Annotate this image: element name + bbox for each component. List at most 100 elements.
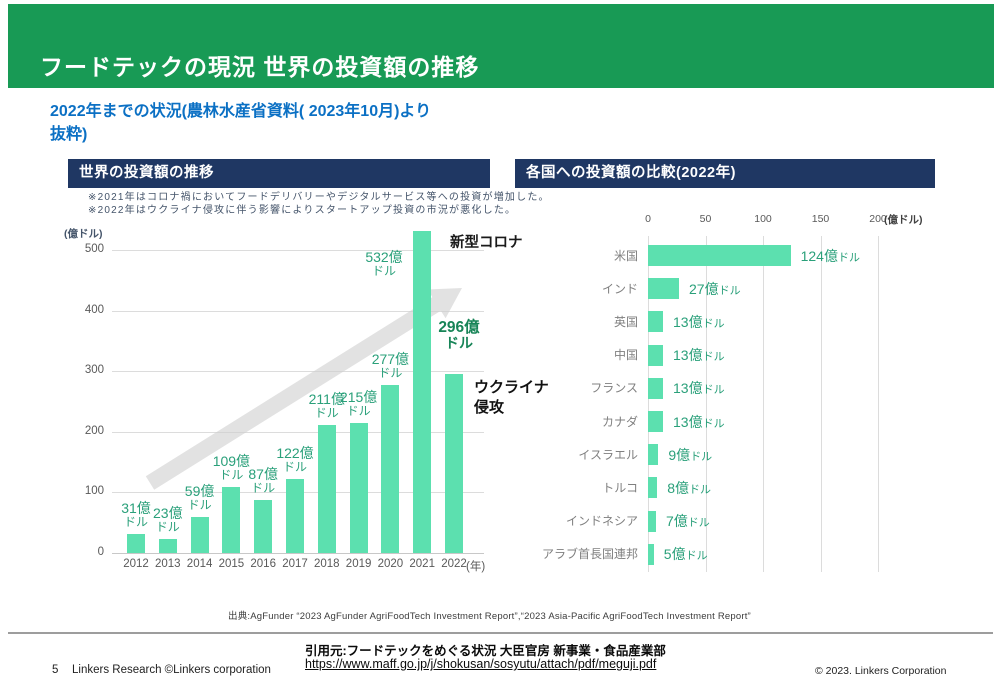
value-label-number: 59億 bbox=[184, 483, 215, 500]
gridline bbox=[112, 431, 484, 433]
bar-トルコ bbox=[648, 477, 658, 499]
gridline bbox=[112, 250, 484, 251]
x-axis-tick-2020: 2020 bbox=[377, 558, 404, 570]
x-axis-tick-2016: 2016 bbox=[250, 558, 276, 570]
value-label-unit: ドル bbox=[718, 284, 741, 297]
gridline bbox=[112, 371, 484, 373]
ukraine-annotation: ウクライナ 侵攻 bbox=[474, 378, 549, 418]
ukraine-annotation-line-2: 侵攻 bbox=[474, 399, 505, 416]
value-label-2015: 109億 ドル bbox=[199, 452, 263, 482]
gridline bbox=[763, 236, 764, 572]
value-label-number: 5億 bbox=[663, 546, 686, 563]
y-axis-tick: 400 bbox=[84, 303, 104, 316]
value-label-number: 13億 bbox=[673, 347, 703, 364]
value-label-number: 27億 bbox=[689, 280, 719, 297]
value-label-number: 109億 bbox=[212, 452, 251, 469]
x-axis-tick-2019: 2019 bbox=[345, 558, 372, 570]
value-label-number: 211億 bbox=[308, 391, 345, 408]
value-label-number: 122億 bbox=[276, 445, 314, 462]
value-label-2018: 211億 ドル bbox=[295, 392, 359, 420]
value-label-2022-number: 296億 bbox=[438, 319, 480, 336]
value-label-unit: ドル bbox=[690, 450, 713, 463]
citation-url-link[interactable]: https://www.maff.go.jp/j/shokusan/sosyut… bbox=[305, 657, 657, 671]
y-axis-tick: 200 bbox=[84, 424, 104, 437]
gridline bbox=[705, 236, 707, 572]
bar-2014 bbox=[190, 517, 209, 553]
value-label-number: 13億 bbox=[673, 313, 703, 330]
gridline bbox=[820, 236, 822, 572]
x-axis-tick-2021: 2021 bbox=[409, 558, 435, 570]
value-label-unit: ドル bbox=[155, 520, 180, 535]
value-label-2016: 87億 ドル bbox=[231, 467, 295, 495]
value-label-unit: ドル bbox=[685, 550, 708, 563]
ukraine-annotation-line-1: ウクライナ bbox=[474, 379, 549, 396]
bar-2022 bbox=[445, 373, 463, 553]
value-label-number: 9億 bbox=[668, 446, 691, 463]
gridline bbox=[648, 236, 649, 572]
value-label-2021: 532億 ドル bbox=[358, 250, 410, 278]
x-axis-unit-label: (億ドル) bbox=[884, 214, 923, 226]
value-label-2: 13億ドル bbox=[673, 312, 725, 332]
left-chart-header: 世界の投資額の推移 bbox=[68, 159, 490, 188]
x-axis-tick-2017: 2017 bbox=[282, 558, 308, 570]
value-label-2020: 277億 ドル bbox=[358, 352, 422, 380]
x-axis-tick: 0 bbox=[645, 213, 651, 225]
right-chart-header: 各国への投資額の比較(2022年) bbox=[515, 159, 935, 188]
bar-2013 bbox=[158, 539, 177, 553]
value-label-number: 13億 bbox=[673, 413, 703, 430]
citation-title: 引用元:フードテックをめぐる状況 大臣官房 新事業・食品産業部 bbox=[305, 644, 666, 658]
value-label-2012: 31億 ドル bbox=[104, 501, 168, 529]
value-label-unit: ドル bbox=[688, 483, 711, 496]
value-label-number: 23億 bbox=[153, 505, 183, 522]
gridline bbox=[112, 492, 484, 494]
left-chart-title: 世界の投資額の推移 bbox=[79, 165, 214, 181]
bar-2012 bbox=[127, 534, 145, 553]
bar-2015 bbox=[222, 486, 241, 553]
value-label-number: 124億 bbox=[800, 247, 838, 264]
bar-イスラエル bbox=[648, 444, 659, 466]
bar-インド bbox=[648, 278, 679, 300]
footer-divider bbox=[8, 632, 993, 634]
value-label-3: 13億ドル bbox=[673, 345, 725, 365]
x-axis-tick-2018: 2018 bbox=[314, 558, 340, 570]
x-axis-unit: (年) bbox=[466, 561, 486, 573]
y-axis-tick: 0 bbox=[97, 546, 104, 558]
value-label-number: 31億 bbox=[121, 500, 151, 517]
value-label-5: 13億ドル bbox=[673, 412, 725, 432]
x-axis-tick-2012: 2012 bbox=[123, 558, 149, 570]
value-label-7: 8億ドル bbox=[667, 478, 711, 498]
value-label-2021-number: 532億 bbox=[365, 249, 403, 265]
y-axis-unit-label: (億ドル) bbox=[64, 228, 103, 240]
subtitle: 2022年までの状況(農林水産省資料( 2023年10月)より 抜粋) bbox=[50, 100, 431, 146]
bar-中国 bbox=[648, 344, 663, 366]
bar-フランス bbox=[648, 377, 663, 399]
value-label-2019: 215億 ドル bbox=[327, 389, 391, 418]
value-label-unit: ドル bbox=[251, 481, 276, 496]
x-axis-tick: 100 bbox=[754, 213, 772, 225]
value-label-number: 13億 bbox=[673, 380, 703, 397]
bar-2018 bbox=[317, 425, 336, 553]
country-label-2: 英国 bbox=[613, 314, 638, 329]
page-title: フードテックの現況 世界の投資額の推移 bbox=[40, 54, 480, 80]
bar-英国 bbox=[648, 311, 663, 333]
x-axis-tick-2022: 2022 bbox=[441, 558, 467, 570]
page-number: 5 bbox=[52, 664, 59, 676]
footer-copyright: © 2023. Linkers Corporation bbox=[815, 665, 947, 677]
country-label-9: アラブ首長国連邦 bbox=[541, 547, 638, 562]
value-label-2022-unit: ドル bbox=[445, 335, 473, 351]
value-label-6: 9億ドル bbox=[668, 445, 712, 465]
chart-notes: ※2021年はコロナ禍においてフードデリバリーやデジタルサービス等への投資が増加… bbox=[88, 192, 550, 217]
gridline bbox=[878, 236, 879, 572]
value-label-unit: ドル bbox=[702, 384, 725, 397]
value-label-0: 124億ドル bbox=[801, 246, 860, 266]
value-label-unit: ドル bbox=[219, 467, 244, 482]
source-citation: 出典:AgFunder “2023 AgFunder AgriFoodTech … bbox=[228, 611, 751, 622]
x-axis-tick: 150 bbox=[811, 213, 830, 225]
value-label-1: 27億ドル bbox=[689, 279, 741, 299]
country-label-8: インドネシア bbox=[565, 514, 638, 529]
value-label-8: 7億ドル bbox=[666, 511, 710, 531]
value-label-2014: 59億 ドル bbox=[168, 484, 232, 512]
x-axis-tick-2013: 2013 bbox=[155, 558, 181, 570]
bar-カナダ bbox=[648, 411, 663, 432]
x-axis-tick-2015: 2015 bbox=[218, 558, 245, 570]
